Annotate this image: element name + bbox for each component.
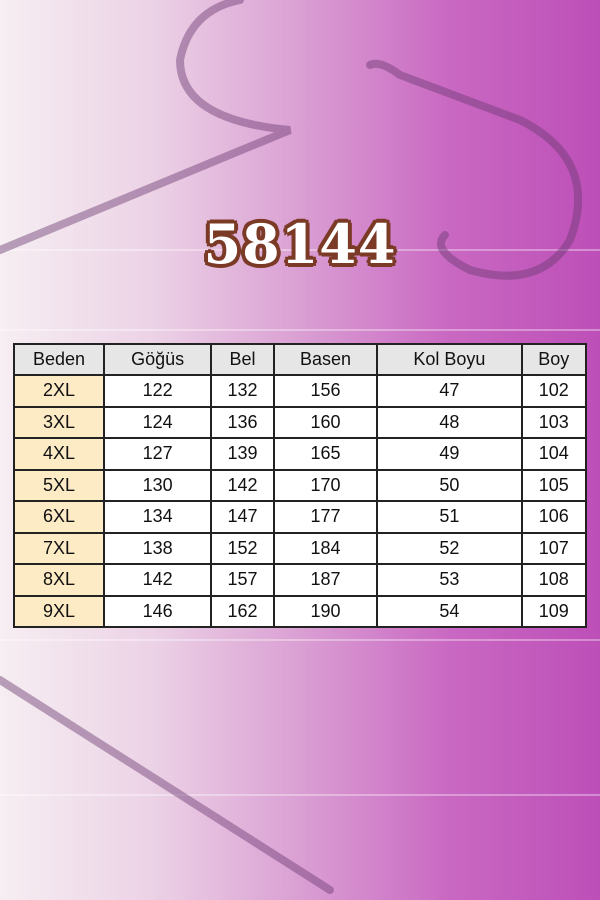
table-header-row: Beden Göğüs Bel Basen Kol Boyu Boy [13,343,588,376]
product-code-title: 58144 [203,212,397,276]
measurement-cell: 49 [376,437,523,471]
size-cell: 4XL [13,437,105,471]
measurement-cell: 107 [520,531,588,565]
measurement-cell: 52 [376,531,523,565]
table-row: 2XL 122 132 156 47 102 [13,374,588,408]
table-row: 7XL 138 152 184 52 107 [13,531,588,565]
measurement-cell: 106 [520,500,588,534]
measurement-cell: 157 [210,563,275,597]
measurement-cell: 139 [210,437,275,471]
measurement-cell: 109 [520,594,588,628]
column-header: Beden [13,343,105,376]
measurement-cell: 50 [376,468,523,502]
measurement-cell: 165 [272,437,379,471]
measurement-cell: 124 [102,405,213,439]
column-header: Bel [210,343,275,376]
measurement-cell: 134 [102,500,213,534]
measurement-cell: 146 [102,594,213,628]
measurement-cell: 147 [210,500,275,534]
table-row: 9XL 146 162 190 54 109 [13,594,588,628]
measurement-cell: 142 [210,468,275,502]
table-row: 3XL 124 136 160 48 103 [13,405,588,439]
measurement-cell: 108 [520,563,588,597]
measurement-cell: 132 [210,374,275,408]
measurement-cell: 105 [520,468,588,502]
column-header: Kol Boyu [376,343,523,376]
measurement-cell: 177 [272,500,379,534]
table-row: 6XL 134 147 177 51 106 [13,500,588,534]
measurement-cell: 184 [272,531,379,565]
table-row: 5XL 130 142 170 50 105 [13,468,588,502]
size-cell: 6XL [13,500,105,534]
measurement-cell: 53 [376,563,523,597]
measurement-cell: 152 [210,531,275,565]
measurement-cell: 136 [210,405,275,439]
measurement-cell: 160 [272,405,379,439]
measurement-cell: 162 [210,594,275,628]
measurement-cell: 104 [520,437,588,471]
size-cell: 2XL [13,374,105,408]
size-cell: 8XL [13,563,105,597]
measurement-cell: 190 [272,594,379,628]
measurement-cell: 127 [102,437,213,471]
measurement-cell: 54 [376,594,523,628]
measurement-cell: 170 [272,468,379,502]
measurement-cell: 130 [102,468,213,502]
size-chart-table: Beden Göğüs Bel Basen Kol Boyu Boy 2XL 122 132 1… [13,343,588,628]
measurement-cell: 187 [272,563,379,597]
measurement-cell: 47 [376,374,523,408]
measurement-cell: 48 [376,405,523,439]
measurement-cell: 51 [376,500,523,534]
table-row: 8XL 142 157 187 53 108 [13,563,588,597]
size-cell: 5XL [13,468,105,502]
table-row: 4XL 127 139 165 49 104 [13,437,588,471]
measurement-cell: 142 [102,563,213,597]
measurement-cell: 103 [520,405,588,439]
column-header: Basen [272,343,379,376]
measurement-cell: 102 [520,374,588,408]
measurement-cell: 138 [102,531,213,565]
size-cell: 9XL [13,594,105,628]
size-cell: 7XL [13,531,105,565]
measurement-cell: 122 [102,374,213,408]
size-cell: 3XL [13,405,105,439]
column-header: Göğüs [102,343,213,376]
column-header: Boy [520,343,588,376]
measurement-cell: 156 [272,374,379,408]
